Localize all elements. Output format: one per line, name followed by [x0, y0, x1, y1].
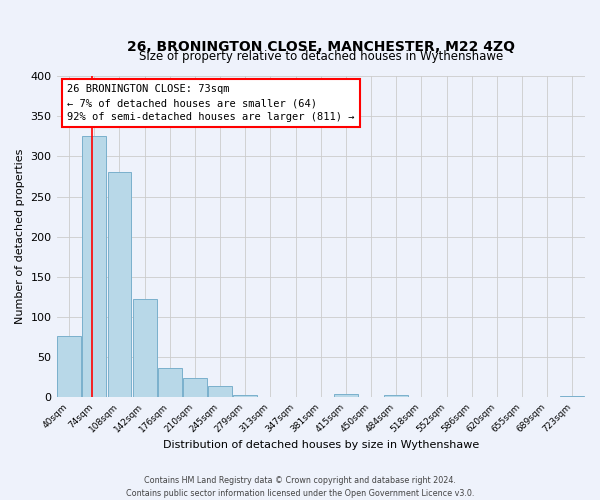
Title: 26, BRONINGTON CLOSE, MANCHESTER, M22 4ZQ: 26, BRONINGTON CLOSE, MANCHESTER, M22 4Z…: [127, 40, 515, 54]
Text: Contains HM Land Registry data © Crown copyright and database right 2024.
Contai: Contains HM Land Registry data © Crown c…: [126, 476, 474, 498]
Bar: [57, 336, 81, 398]
Bar: [385, 395, 408, 398]
Bar: [208, 386, 232, 398]
Bar: [133, 298, 157, 398]
Bar: [158, 368, 182, 398]
Bar: [233, 395, 257, 398]
Bar: [183, 378, 207, 398]
Text: 26 BRONINGTON CLOSE: 73sqm
← 7% of detached houses are smaller (64)
92% of semi-: 26 BRONINGTON CLOSE: 73sqm ← 7% of detac…: [67, 84, 355, 122]
Bar: [107, 172, 131, 398]
Bar: [82, 136, 106, 398]
X-axis label: Distribution of detached houses by size in Wythenshawe: Distribution of detached houses by size …: [163, 440, 479, 450]
Bar: [560, 396, 584, 398]
Text: Size of property relative to detached houses in Wythenshawe: Size of property relative to detached ho…: [139, 50, 503, 63]
Bar: [334, 394, 358, 398]
Y-axis label: Number of detached properties: Number of detached properties: [15, 149, 25, 324]
